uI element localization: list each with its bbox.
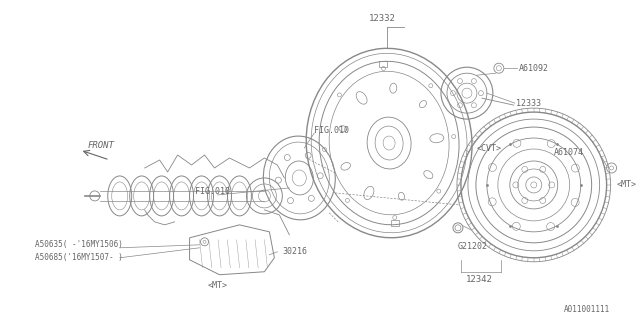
Text: A011001111: A011001111: [564, 305, 610, 314]
Text: FIG.010: FIG.010: [314, 125, 349, 135]
Text: 12342: 12342: [466, 275, 493, 284]
Text: A61074: A61074: [554, 148, 584, 156]
Text: <CVT>: <CVT>: [477, 144, 502, 153]
Text: 12333: 12333: [516, 99, 541, 108]
Text: <MT>: <MT>: [207, 281, 227, 290]
Text: G21202: G21202: [458, 242, 488, 251]
Text: <MT>: <MT>: [616, 180, 637, 189]
Text: A50685('16MY1507- ): A50685('16MY1507- ): [35, 253, 123, 262]
Text: 12332: 12332: [369, 14, 396, 23]
Text: FIG.010: FIG.010: [195, 188, 230, 196]
Text: A50635( -'16MY1506): A50635( -'16MY1506): [35, 240, 123, 249]
Text: 30216: 30216: [282, 247, 307, 256]
Text: FRONT: FRONT: [88, 140, 115, 149]
Text: A61092: A61092: [519, 64, 549, 73]
